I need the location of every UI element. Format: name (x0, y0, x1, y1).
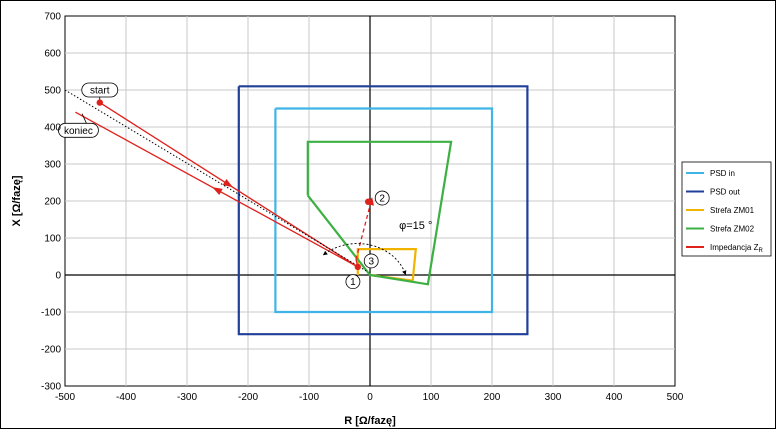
x-tick-label: -300 (177, 392, 197, 403)
y-tick-label: 700 (44, 12, 61, 23)
y-tick-label: 600 (44, 49, 61, 60)
point-2-circle (374, 190, 390, 206)
x-tick-label: 200 (484, 392, 501, 403)
x-tick-label: 400 (606, 392, 623, 403)
x-axis-label: R [Ω/fazę] (344, 415, 396, 427)
y-tick-label: 0 (55, 271, 61, 282)
y-tick-label: 200 (44, 197, 61, 208)
x-tick-label: 0 (367, 392, 373, 403)
trajectory-arrowhead (222, 179, 234, 188)
x-tick-label: -400 (116, 392, 136, 403)
koniec-label: koniec (64, 126, 93, 137)
x-tick-label: -500 (55, 392, 75, 403)
y-tick-label: -100 (41, 308, 61, 319)
x-tick-label: -100 (299, 392, 319, 403)
reference-dotted-line (64, 89, 368, 272)
x-tick-label: 300 (545, 392, 562, 403)
impedance-point-marker (364, 198, 372, 205)
legend: PSD in PSD out Strefa ZM01 Strefa ZM02 Imped… (681, 161, 772, 257)
point-3-label: 3 (368, 256, 374, 267)
y-axis-label: X [Ω/fazę] (11, 175, 23, 226)
start-label: start (90, 86, 110, 97)
legend-entry: Strefa ZM02 (710, 225, 755, 234)
y-tick-label: 500 (44, 86, 61, 97)
x-tick-label: 100 (423, 392, 440, 403)
y-tick-label: 100 (44, 234, 61, 245)
impedance-trajectory (355, 197, 374, 260)
koniec-leader (81, 113, 87, 124)
x-tick-label: -200 (238, 392, 258, 403)
angle-arc (322, 243, 407, 276)
y-tick-label: -200 (41, 345, 61, 356)
series-psd-out (237, 85, 529, 336)
gridlines (65, 16, 675, 386)
legend-entry: PSD in (710, 169, 735, 178)
legend-entry: Impedancja ZR (710, 243, 763, 254)
tick-labels: -500 -400 -300 -200 -100 0 100 200 300 400 500 -300… (41, 12, 684, 404)
y-tick-label: -300 (41, 382, 61, 393)
point-1-label: 1 (350, 277, 356, 288)
y-tick-label: 400 (44, 123, 61, 134)
series-psd-in (274, 107, 494, 314)
angle-label: φ=15 ° (399, 220, 432, 232)
impedance-point-marker (354, 263, 361, 271)
legend-entry: Strefa ZM01 (710, 206, 755, 215)
y-tick-label: 300 (44, 160, 61, 171)
impedance-point-marker (96, 99, 103, 106)
legend-entry: PSD out (710, 188, 741, 197)
koniec-bubble (58, 122, 99, 138)
legend-subscript: R (758, 248, 763, 254)
annotation-layer: start koniec 1 2 3 φ=15 ° (58, 82, 432, 290)
trajectory-arrowhead (212, 187, 223, 195)
point-2-label: 2 (379, 194, 385, 205)
x-tick-label: 500 (667, 392, 684, 403)
